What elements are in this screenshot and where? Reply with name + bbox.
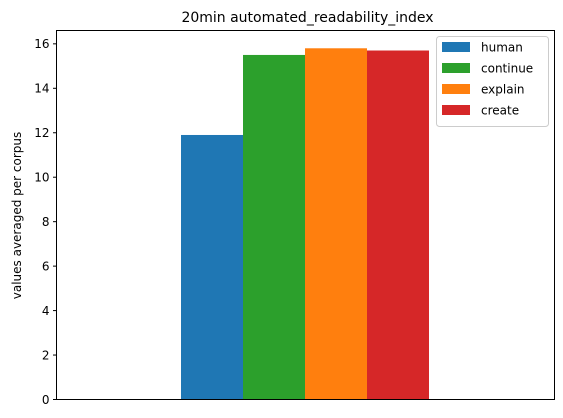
bar-continue: [243, 54, 305, 400]
y-tick-label: 10: [34, 171, 49, 185]
y-axis-label: values averaged per corpus: [10, 132, 24, 300]
y-tick-label: 16: [34, 37, 49, 51]
y-tick-label: 6: [42, 259, 50, 273]
plot-frame: [56, 30, 555, 400]
legend-label-create: create: [481, 104, 519, 118]
y-tick-label: 14: [34, 82, 49, 96]
bar-create: [367, 50, 429, 400]
chart-title: 20min automated_readability_index: [181, 10, 433, 26]
y-tick-label: 2: [42, 348, 50, 362]
legend-items: human continue explain create: [442, 41, 533, 118]
y-tick-label: 12: [34, 126, 49, 140]
legend-label-continue: continue: [481, 62, 533, 76]
bar-explain: [305, 48, 367, 400]
y-axis: 0 2 4 6 8 10 12 14 16: [34, 37, 57, 407]
y-tick-label: 4: [42, 304, 50, 318]
bar-human: [181, 134, 243, 400]
bars-group: [181, 48, 429, 400]
legend-label-explain: explain: [481, 83, 525, 97]
legend: human continue explain create: [436, 36, 549, 127]
y-tick-label: 8: [42, 215, 50, 229]
legend-swatch-create: [442, 105, 470, 115]
legend-swatch-continue: [442, 63, 470, 73]
y-tick-label: 0: [42, 393, 50, 407]
legend-swatch-human: [442, 42, 470, 52]
legend-box: [436, 36, 549, 127]
legend-label-human: human: [481, 41, 523, 55]
legend-swatch-explain: [442, 84, 470, 94]
